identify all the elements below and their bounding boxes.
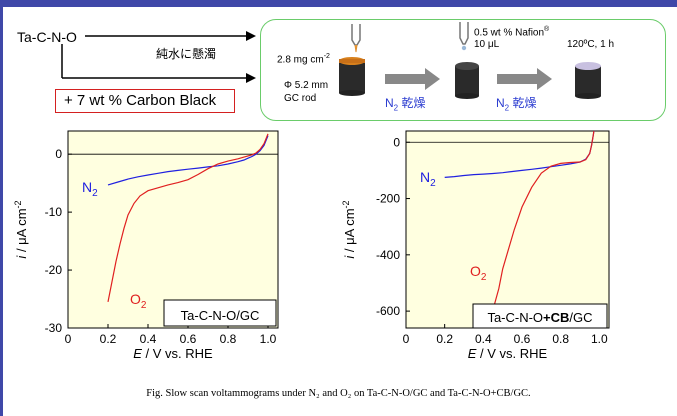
plot-area: [405, 130, 610, 329]
loading-label: 2.8 mg cm-2: [277, 53, 330, 66]
dry-step-2-label: N2 乾燥: [496, 96, 537, 113]
sample-label: Ta-C-N-O+CB/GC: [487, 310, 592, 325]
x-tick-label: 0: [65, 332, 72, 346]
y-tick-label: -20: [45, 263, 63, 277]
x-tick-label: 1.0: [591, 332, 608, 346]
series-label-n2: N2: [82, 179, 98, 199]
y-tick-label: -30: [45, 321, 63, 335]
x-tick-label: 0: [403, 332, 410, 346]
series-label-o2: O2: [130, 291, 147, 311]
y-tick-label: -10: [45, 205, 63, 219]
rod-name-label: GC rod: [284, 93, 317, 104]
gray-arrow-2-icon: [497, 68, 552, 90]
pipette-icon: [351, 24, 361, 53]
top-accent-bar: [0, 0, 677, 7]
procedure-box: [260, 19, 666, 121]
x-tick-label: 0.6: [180, 332, 197, 346]
gc-rod-icon: [455, 62, 479, 99]
x-tick-label: 0.4: [475, 332, 492, 346]
y-tick-label: 0: [393, 135, 400, 149]
nafion-volume-label: 10 μL: [474, 39, 500, 50]
left-accent-bar: [0, 0, 3, 416]
x-tick-label: 0.6: [514, 332, 531, 346]
carbon-black-box: + 7 wt % Carbon Black: [55, 89, 235, 113]
sample-label: Ta-C-N-O/GC: [181, 308, 260, 323]
series-line-n2: [107, 135, 269, 186]
dry-step-1-label: N2 乾燥: [385, 96, 426, 113]
nafion-label: 0.5 wt % Nafion®: [474, 26, 550, 39]
sample-label-box: [163, 299, 277, 327]
sample-label-box: [472, 303, 608, 329]
x-tick-label: 0.4: [140, 332, 157, 346]
figure-caption: Fig. Slow scan voltammograms under N₂ an…: [146, 388, 531, 399]
gc-rod-annealed-icon: [575, 62, 601, 99]
suspension-label: 純水に懸濁: [156, 47, 217, 61]
x-tick-label: 0.8: [552, 332, 569, 346]
series-line-o2: [492, 131, 595, 310]
rod-diameter-label: Φ 5.2 mm: [284, 80, 329, 91]
x-tick-label: 0.2: [436, 332, 453, 346]
y-axis-label: i / μA cm-2: [13, 200, 29, 258]
material-label: Ta-C-N-O: [17, 29, 77, 45]
gray-arrow-1-icon: [385, 68, 440, 90]
plot-area: [67, 130, 279, 329]
gc-rod-coated-icon: [339, 57, 365, 96]
series-line-o2: [107, 133, 269, 303]
y-axis-label: i / μA cm-2: [341, 200, 357, 258]
arrowhead-carbon-icon: [246, 73, 256, 83]
x-tick-label: 0.2: [100, 332, 117, 346]
pipette-nafion-icon: [459, 22, 469, 51]
x-tick-label: 0.8: [220, 332, 237, 346]
series-label-n2: N2: [420, 169, 436, 189]
y-tick-label: -600: [376, 304, 400, 318]
anneal-label: 120ºC, 1 h: [567, 39, 615, 50]
y-tick-label: -400: [376, 248, 400, 262]
y-tick-label: 0: [55, 147, 62, 161]
x-axis-label: E / V vs. RHE: [468, 346, 548, 361]
scheme-graphics: [61, 22, 601, 99]
x-axis-label: E / V vs. RHE: [133, 346, 213, 361]
arrowhead-suspension-icon: [246, 31, 256, 41]
series-label-o2: O2: [470, 263, 487, 283]
y-tick-label: -200: [376, 192, 400, 206]
x-tick-label: 1.0: [260, 332, 277, 346]
